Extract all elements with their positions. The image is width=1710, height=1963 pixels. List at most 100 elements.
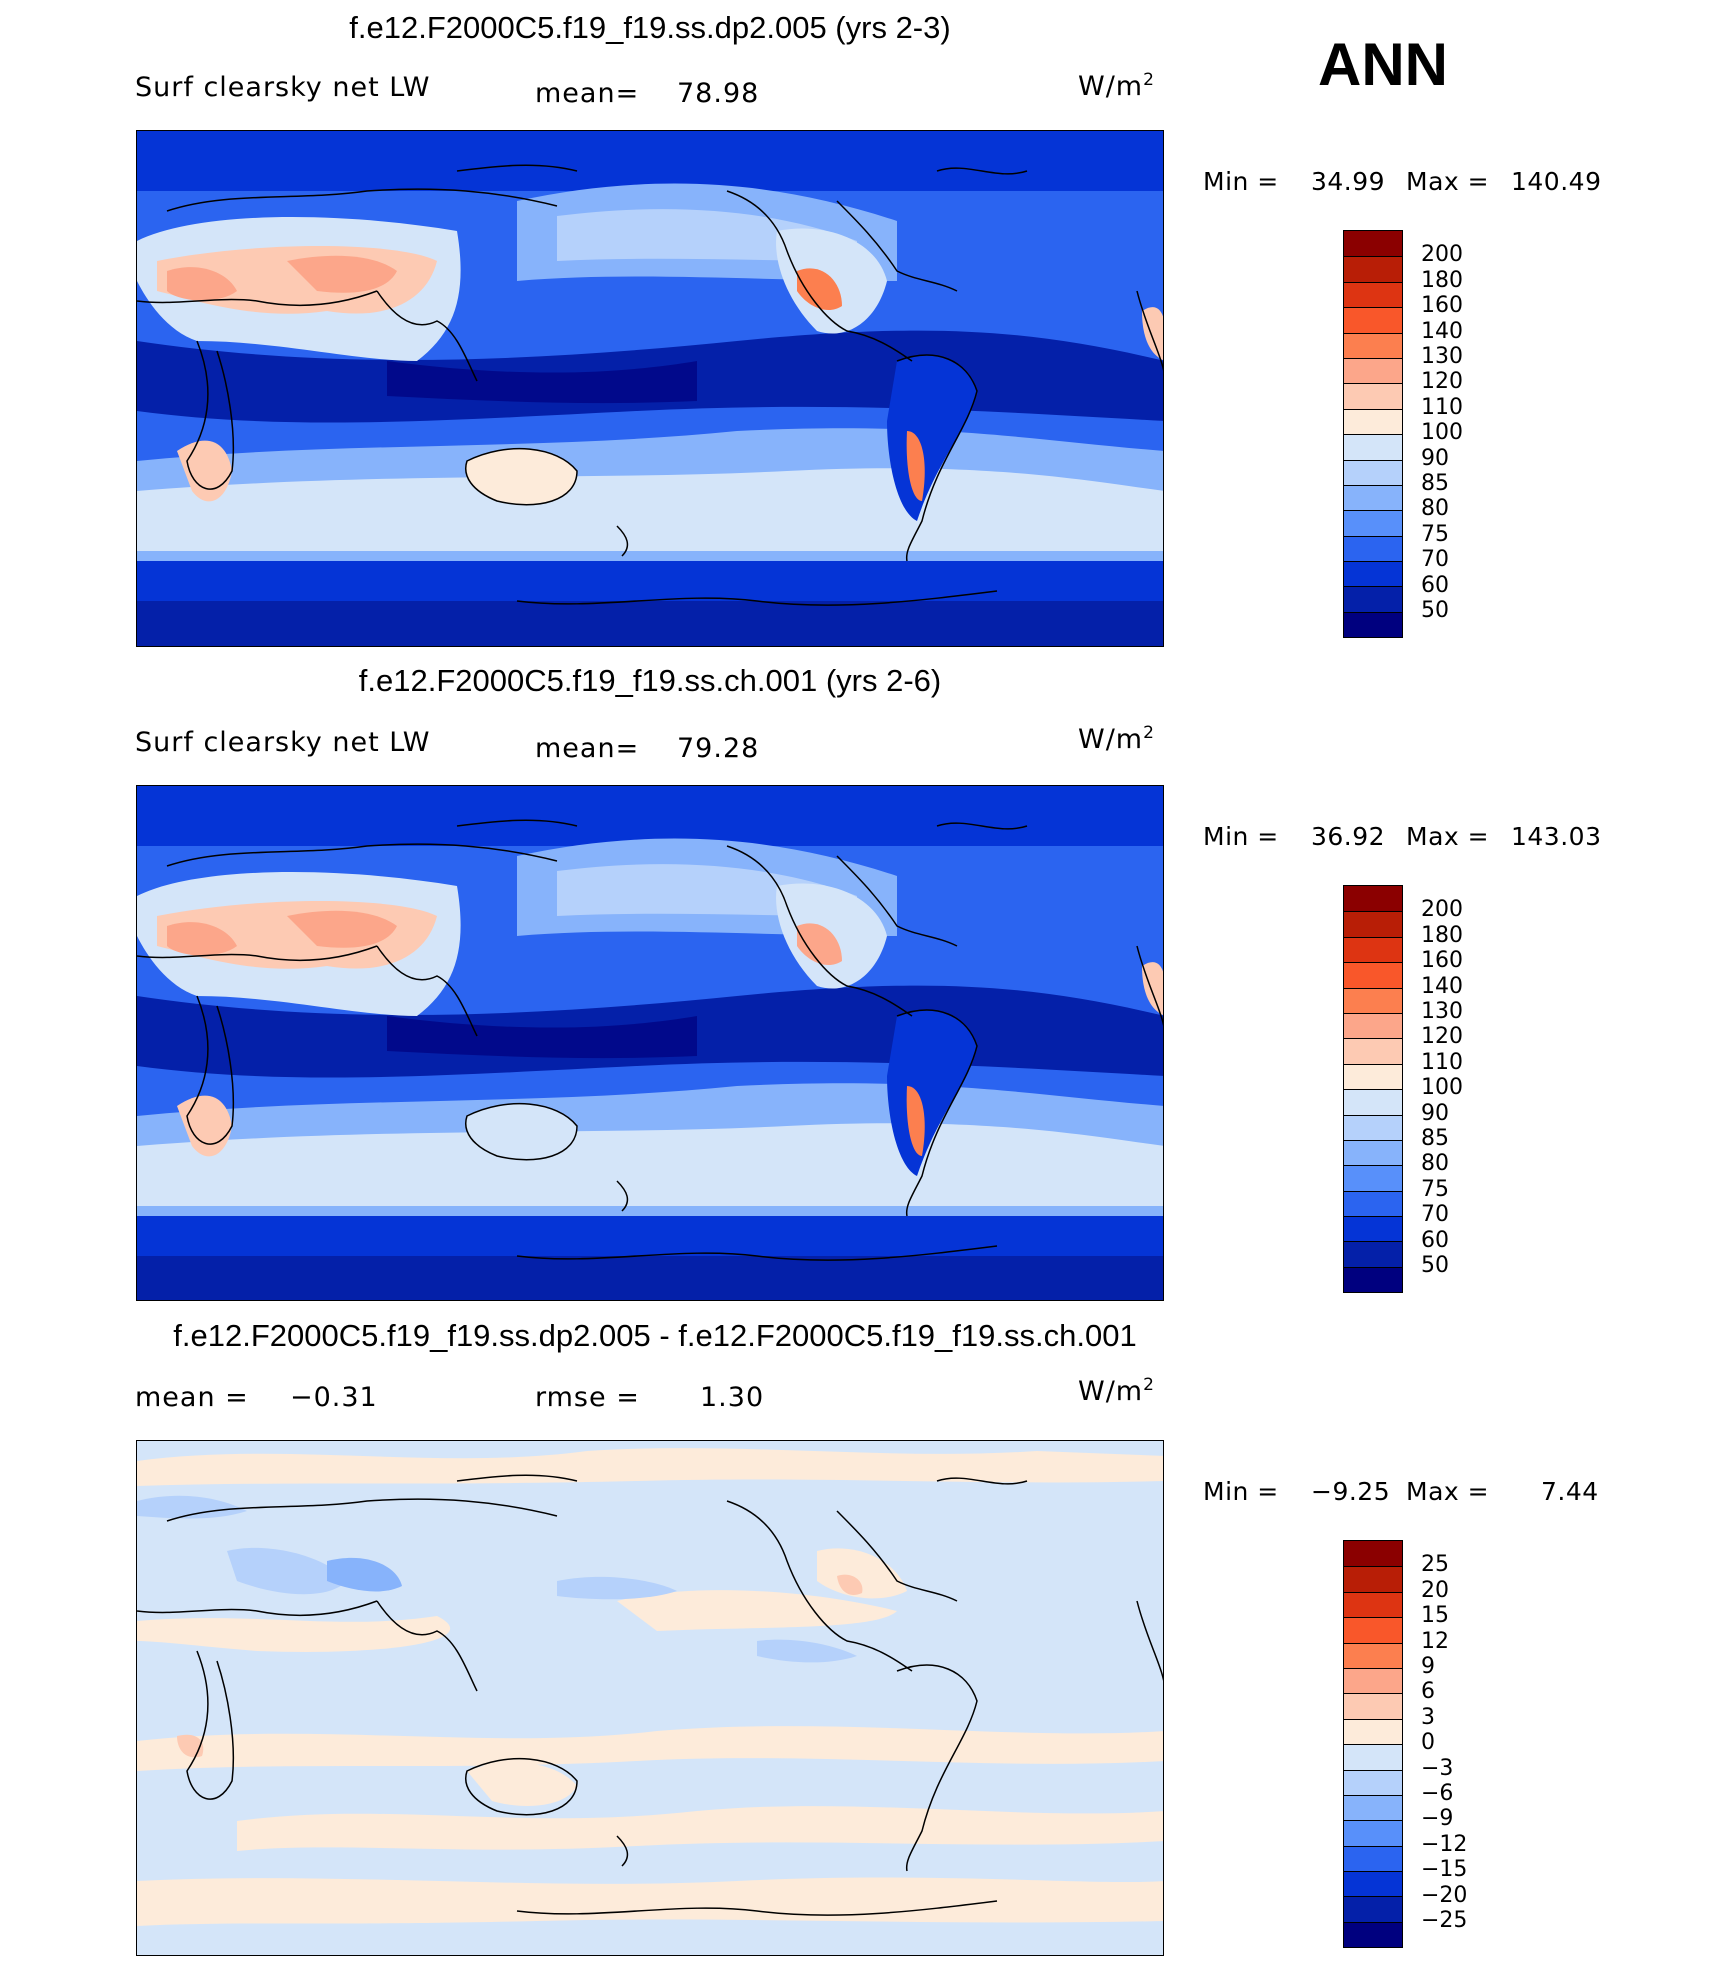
colorbar-swatch bbox=[1344, 1190, 1402, 1217]
colorbar-tick-label: 50 bbox=[1421, 598, 1449, 623]
colorbar-tick-label: −12 bbox=[1421, 1831, 1468, 1857]
panel-3-colorbar: 25 20 15 12 9 6 3 0 −3 −6 −9 −12 −15 −20 −25 bbox=[1343, 1540, 1467, 1949]
colorbar-tick-label: 12 bbox=[1421, 1628, 1449, 1654]
colorbar-swatch bbox=[1344, 1165, 1402, 1191]
panel-3-max-value: 7.44 bbox=[1541, 1477, 1599, 1506]
colorbar-tick-label: 100 bbox=[1421, 420, 1463, 446]
colorbar-swatches bbox=[1343, 885, 1403, 1294]
panel-3-map bbox=[136, 1440, 1164, 1956]
colorbar-tick-label: 120 bbox=[1421, 1024, 1463, 1050]
colorbar-tick-label: 200 bbox=[1421, 897, 1463, 923]
panel-3-mean-value: −0.31 bbox=[290, 1382, 378, 1413]
colorbar-tick-label: 180 bbox=[1421, 267, 1463, 293]
panel-2-colorbar: 200 180 160 140 130 120 110 100 90 85 80 75 70 60 50 bbox=[1343, 885, 1463, 1294]
panel-1-contour-plot bbox=[137, 131, 1163, 646]
colorbar-tick-label: 180 bbox=[1421, 922, 1463, 948]
colorbar-swatch bbox=[1344, 1012, 1402, 1039]
panel-1-mean-value: 78.98 bbox=[677, 78, 760, 109]
colorbar-swatch bbox=[1344, 1667, 1402, 1694]
colorbar-swatch bbox=[1344, 231, 1402, 257]
panel-1-field-label: Surf clearsky net LW bbox=[135, 72, 431, 103]
colorbar-swatch bbox=[1344, 1693, 1402, 1719]
colorbar-tick-label: 3 bbox=[1421, 1704, 1435, 1730]
panel-2-field-label: Surf clearsky net LW bbox=[135, 727, 431, 758]
panel-3-units: W/m2 bbox=[1078, 1375, 1155, 1407]
colorbar-tick-label: −25 bbox=[1421, 1908, 1468, 1933]
colorbar-swatch bbox=[1344, 1541, 1402, 1567]
units-base: W/m bbox=[1078, 71, 1144, 102]
panel-1-max-value: 140.49 bbox=[1511, 167, 1602, 196]
colorbar-swatch bbox=[1344, 1241, 1402, 1267]
colorbar-tick-label: 50 bbox=[1421, 1253, 1449, 1278]
panel-1-min-label: Min = bbox=[1203, 167, 1279, 196]
colorbar-tick-label: 60 bbox=[1421, 572, 1449, 598]
colorbar-tick-label: 200 bbox=[1421, 242, 1463, 268]
colorbar-swatch bbox=[1344, 1617, 1402, 1643]
colorbar-tick-label: 120 bbox=[1421, 369, 1463, 395]
panel-1-max-label: Max = bbox=[1406, 167, 1490, 196]
colorbar-swatch bbox=[1344, 281, 1402, 308]
colorbar-swatch bbox=[1344, 510, 1402, 536]
colorbar-swatch bbox=[1344, 484, 1402, 511]
colorbar-tick-label: 6 bbox=[1421, 1679, 1435, 1705]
colorbar-tick-label: 15 bbox=[1421, 1603, 1449, 1629]
colorbar-swatch bbox=[1344, 408, 1402, 435]
colorbar-swatch bbox=[1344, 332, 1402, 358]
units-exponent: 2 bbox=[1143, 1375, 1155, 1395]
colorbar-swatch bbox=[1344, 434, 1402, 460]
colorbar-swatch bbox=[1344, 1820, 1402, 1846]
colorbar-swatch bbox=[1344, 1063, 1402, 1090]
colorbar-tick-label: −15 bbox=[1421, 1857, 1468, 1883]
colorbar-tick-label: 90 bbox=[1421, 445, 1449, 471]
colorbar-tick-label: 85 bbox=[1421, 471, 1449, 496]
colorbar-tick-label: 70 bbox=[1421, 1202, 1449, 1228]
colorbar-swatch bbox=[1344, 1216, 1402, 1242]
colorbar-swatch bbox=[1344, 911, 1402, 937]
colorbar-tick-label: 75 bbox=[1421, 521, 1449, 547]
colorbar-tick-label: 75 bbox=[1421, 1176, 1449, 1202]
panel-3-max-label: Max = bbox=[1406, 1477, 1490, 1506]
panel-1-units: W/m2 bbox=[1078, 70, 1155, 102]
panel-3-rmse-label: rmse = bbox=[535, 1382, 640, 1413]
colorbar-tick-label: 160 bbox=[1421, 948, 1463, 974]
panel-2-map bbox=[136, 785, 1164, 1301]
colorbar-tick-label: 130 bbox=[1421, 999, 1463, 1024]
colorbar-swatch bbox=[1344, 1089, 1402, 1115]
colorbar-tick-label: −9 bbox=[1421, 1806, 1454, 1832]
panel-3-mean-label: mean = bbox=[135, 1382, 249, 1413]
colorbar-tick-label: 140 bbox=[1421, 318, 1463, 344]
season-label: ANN bbox=[1318, 31, 1448, 98]
colorbar-swatch bbox=[1344, 1769, 1402, 1795]
colorbar-tick-label: 160 bbox=[1421, 293, 1463, 319]
colorbar-swatch bbox=[1344, 1266, 1402, 1293]
colorbar-swatch bbox=[1344, 1744, 1402, 1770]
colorbar-swatch bbox=[1344, 383, 1402, 409]
units-base: W/m bbox=[1078, 1376, 1144, 1407]
colorbar-tick-label: 80 bbox=[1421, 496, 1449, 522]
colorbar-tick-label: 60 bbox=[1421, 1227, 1449, 1253]
panel-3-title: f.e12.F2000C5.f19_f19.ss.dp2.005 - f.e12… bbox=[173, 1318, 1137, 1353]
colorbar-swatch bbox=[1344, 1566, 1402, 1592]
colorbar-swatch bbox=[1344, 886, 1402, 912]
panel-1-colorbar: 200 180 160 140 130 120 110 100 90 85 80 75 70 60 50 bbox=[1343, 230, 1463, 639]
panel-2-min-value: 36.92 bbox=[1311, 822, 1386, 851]
panel-2-mean-value: 79.28 bbox=[677, 733, 760, 764]
colorbar-tick-label: 85 bbox=[1421, 1126, 1449, 1151]
colorbar-swatch bbox=[1344, 586, 1402, 612]
colorbar-swatch bbox=[1344, 1896, 1402, 1922]
colorbar-tick-label: 70 bbox=[1421, 547, 1449, 573]
colorbar-tick-label: 110 bbox=[1421, 1049, 1463, 1075]
colorbar-swatch bbox=[1344, 611, 1402, 638]
colorbar-tick-label: −20 bbox=[1421, 1882, 1468, 1908]
colorbar-tick-label: 100 bbox=[1421, 1075, 1463, 1101]
colorbar-swatch bbox=[1344, 1718, 1402, 1745]
panel-3-min-value: −9.25 bbox=[1311, 1477, 1391, 1506]
colorbar-tick-label: −6 bbox=[1421, 1781, 1454, 1806]
colorbar-swatch bbox=[1344, 1591, 1402, 1618]
panel-1-mean-label: mean= bbox=[535, 78, 640, 109]
panel-2-max-value: 143.03 bbox=[1511, 822, 1602, 851]
panel-2-mean-label: mean= bbox=[535, 733, 640, 764]
colorbar-swatch bbox=[1344, 987, 1402, 1013]
colorbar-swatches bbox=[1343, 1540, 1403, 1949]
